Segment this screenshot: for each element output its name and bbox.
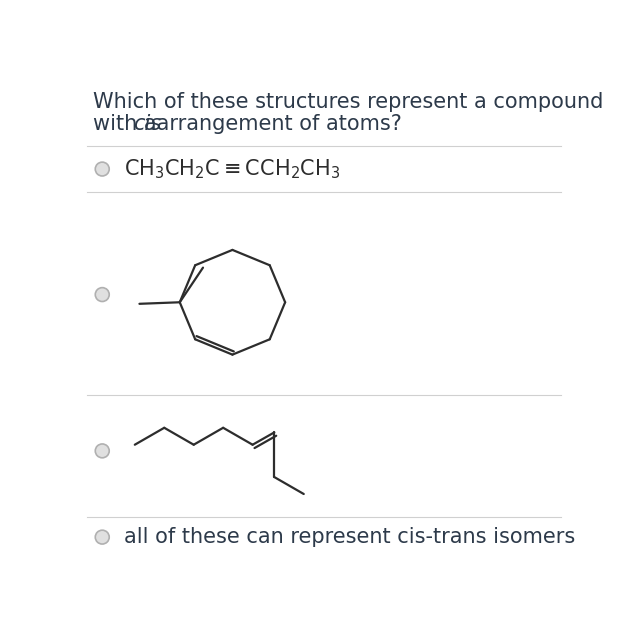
Circle shape xyxy=(95,287,109,302)
Text: all of these can represent cis-trans isomers: all of these can represent cis-trans iso… xyxy=(124,527,575,547)
Circle shape xyxy=(95,444,109,458)
Text: cis: cis xyxy=(133,114,161,133)
Text: arrangement of atoms?: arrangement of atoms? xyxy=(150,114,402,133)
Text: Which of these structures represent a compound: Which of these structures represent a co… xyxy=(93,92,604,112)
Circle shape xyxy=(95,530,109,544)
Text: with a: with a xyxy=(93,114,163,133)
Circle shape xyxy=(95,162,109,176)
Text: $\mathregular{CH_3CH_2C{\equiv}CCH_2CH_3}$: $\mathregular{CH_3CH_2C{\equiv}CCH_2CH_3… xyxy=(124,157,341,181)
